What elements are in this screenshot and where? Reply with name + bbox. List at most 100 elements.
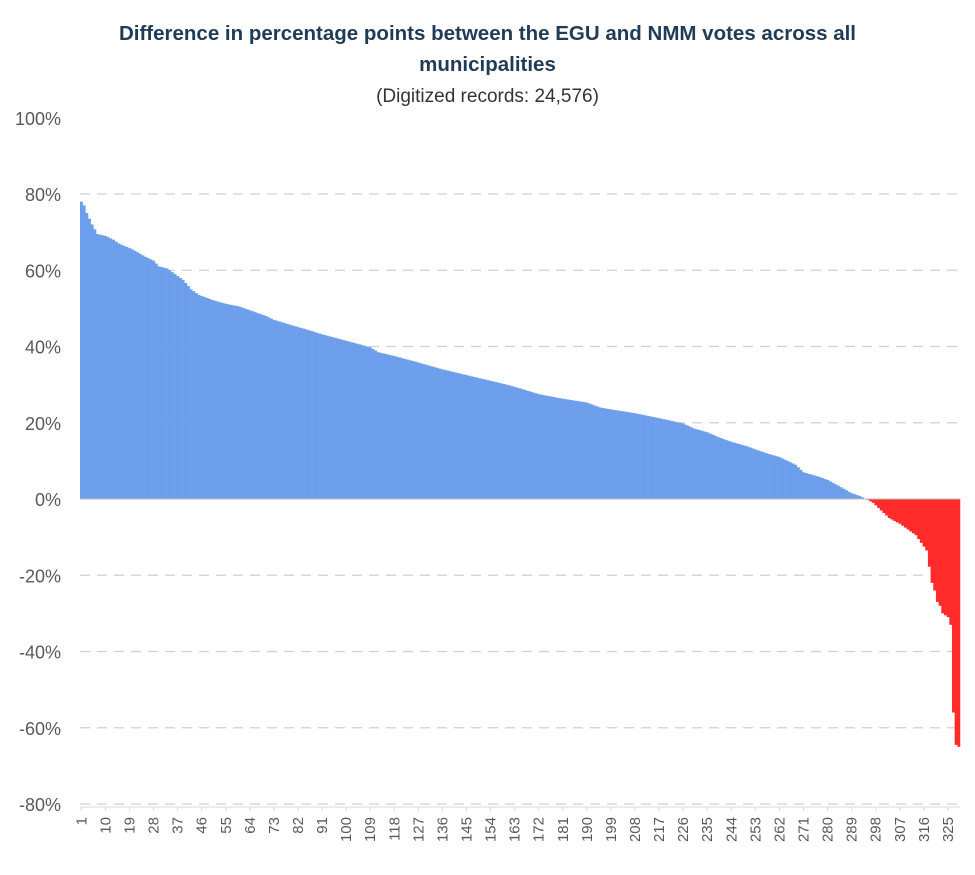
bar [700, 430, 704, 499]
bar [408, 360, 412, 499]
x-tick-label: 136 [434, 817, 451, 842]
bar [237, 306, 241, 499]
bar [138, 253, 142, 499]
x-tick-label: 1 [73, 817, 90, 825]
bar [395, 356, 399, 499]
x-tick-label: 289 [844, 817, 861, 842]
bar [687, 425, 691, 499]
bar [157, 266, 161, 499]
x-tick-label: 91 [314, 817, 331, 834]
bar [577, 401, 581, 499]
bar [569, 400, 573, 499]
bar [532, 392, 535, 499]
x-tick-label: 226 [675, 817, 692, 842]
bar [264, 316, 268, 499]
bar [697, 429, 701, 499]
bar [427, 365, 431, 499]
bar [160, 267, 164, 499]
x-tick-label: 10 [97, 817, 114, 834]
bar [652, 417, 656, 499]
bar [417, 362, 420, 499]
bar [320, 334, 324, 499]
bar [358, 344, 362, 499]
x-tick-label: 127 [410, 817, 427, 842]
x-tick-label: 82 [290, 817, 307, 834]
chart-title: Difference in percentage points between … [0, 18, 975, 80]
x-tick-label: 163 [507, 817, 524, 842]
bar [146, 258, 150, 499]
bar [612, 409, 616, 499]
bar [927, 499, 931, 567]
bar [489, 380, 493, 499]
bar [681, 423, 685, 499]
bar [590, 404, 594, 499]
bar [296, 327, 300, 499]
bar [850, 493, 854, 499]
y-tick-label: -40% [19, 643, 61, 663]
bar [606, 408, 610, 499]
bar [216, 301, 220, 499]
bar [141, 255, 145, 499]
bar [459, 373, 463, 499]
bar [622, 411, 626, 499]
bar [692, 428, 696, 499]
bar [684, 424, 688, 499]
bar [446, 370, 450, 499]
bar [221, 303, 225, 499]
bar [312, 331, 316, 499]
bar [195, 293, 198, 499]
bar [649, 416, 653, 499]
bar [954, 499, 958, 745]
y-tick-label: 40% [25, 338, 61, 358]
bar [775, 456, 779, 499]
bar [550, 396, 554, 499]
bar [259, 314, 263, 499]
y-tick-label: -20% [19, 566, 61, 586]
bar [906, 499, 910, 530]
bar [85, 213, 89, 499]
bar [721, 438, 725, 499]
bar [112, 239, 116, 499]
bar [556, 397, 560, 499]
bar [441, 369, 445, 499]
bar [243, 308, 247, 499]
bar [267, 317, 271, 499]
bar [732, 442, 736, 499]
bar [213, 300, 217, 499]
bar [796, 467, 800, 499]
bar [342, 340, 346, 499]
bar [392, 356, 396, 499]
bar [211, 299, 214, 499]
bar [695, 429, 699, 499]
bar [470, 376, 474, 499]
bar [628, 412, 632, 499]
bar [197, 295, 201, 499]
bar [390, 355, 394, 499]
bar [374, 350, 378, 499]
x-tick-label: 145 [459, 817, 476, 842]
bar [328, 336, 332, 499]
bar [334, 337, 338, 499]
bar [352, 342, 356, 499]
bar [901, 499, 905, 526]
bar [128, 248, 132, 499]
bar [759, 451, 763, 499]
bar [836, 485, 840, 499]
bar [366, 346, 370, 499]
bar [636, 413, 640, 499]
bar [762, 452, 765, 499]
bar [269, 318, 273, 499]
bar [88, 218, 91, 499]
bar [861, 497, 864, 499]
bar [173, 274, 177, 499]
bar [181, 279, 185, 499]
bar [542, 395, 546, 499]
bar [737, 444, 741, 499]
bar [804, 473, 808, 499]
bar [919, 499, 923, 543]
bar [280, 322, 284, 499]
bar [812, 475, 816, 499]
bar [689, 427, 693, 499]
bar [828, 481, 832, 499]
